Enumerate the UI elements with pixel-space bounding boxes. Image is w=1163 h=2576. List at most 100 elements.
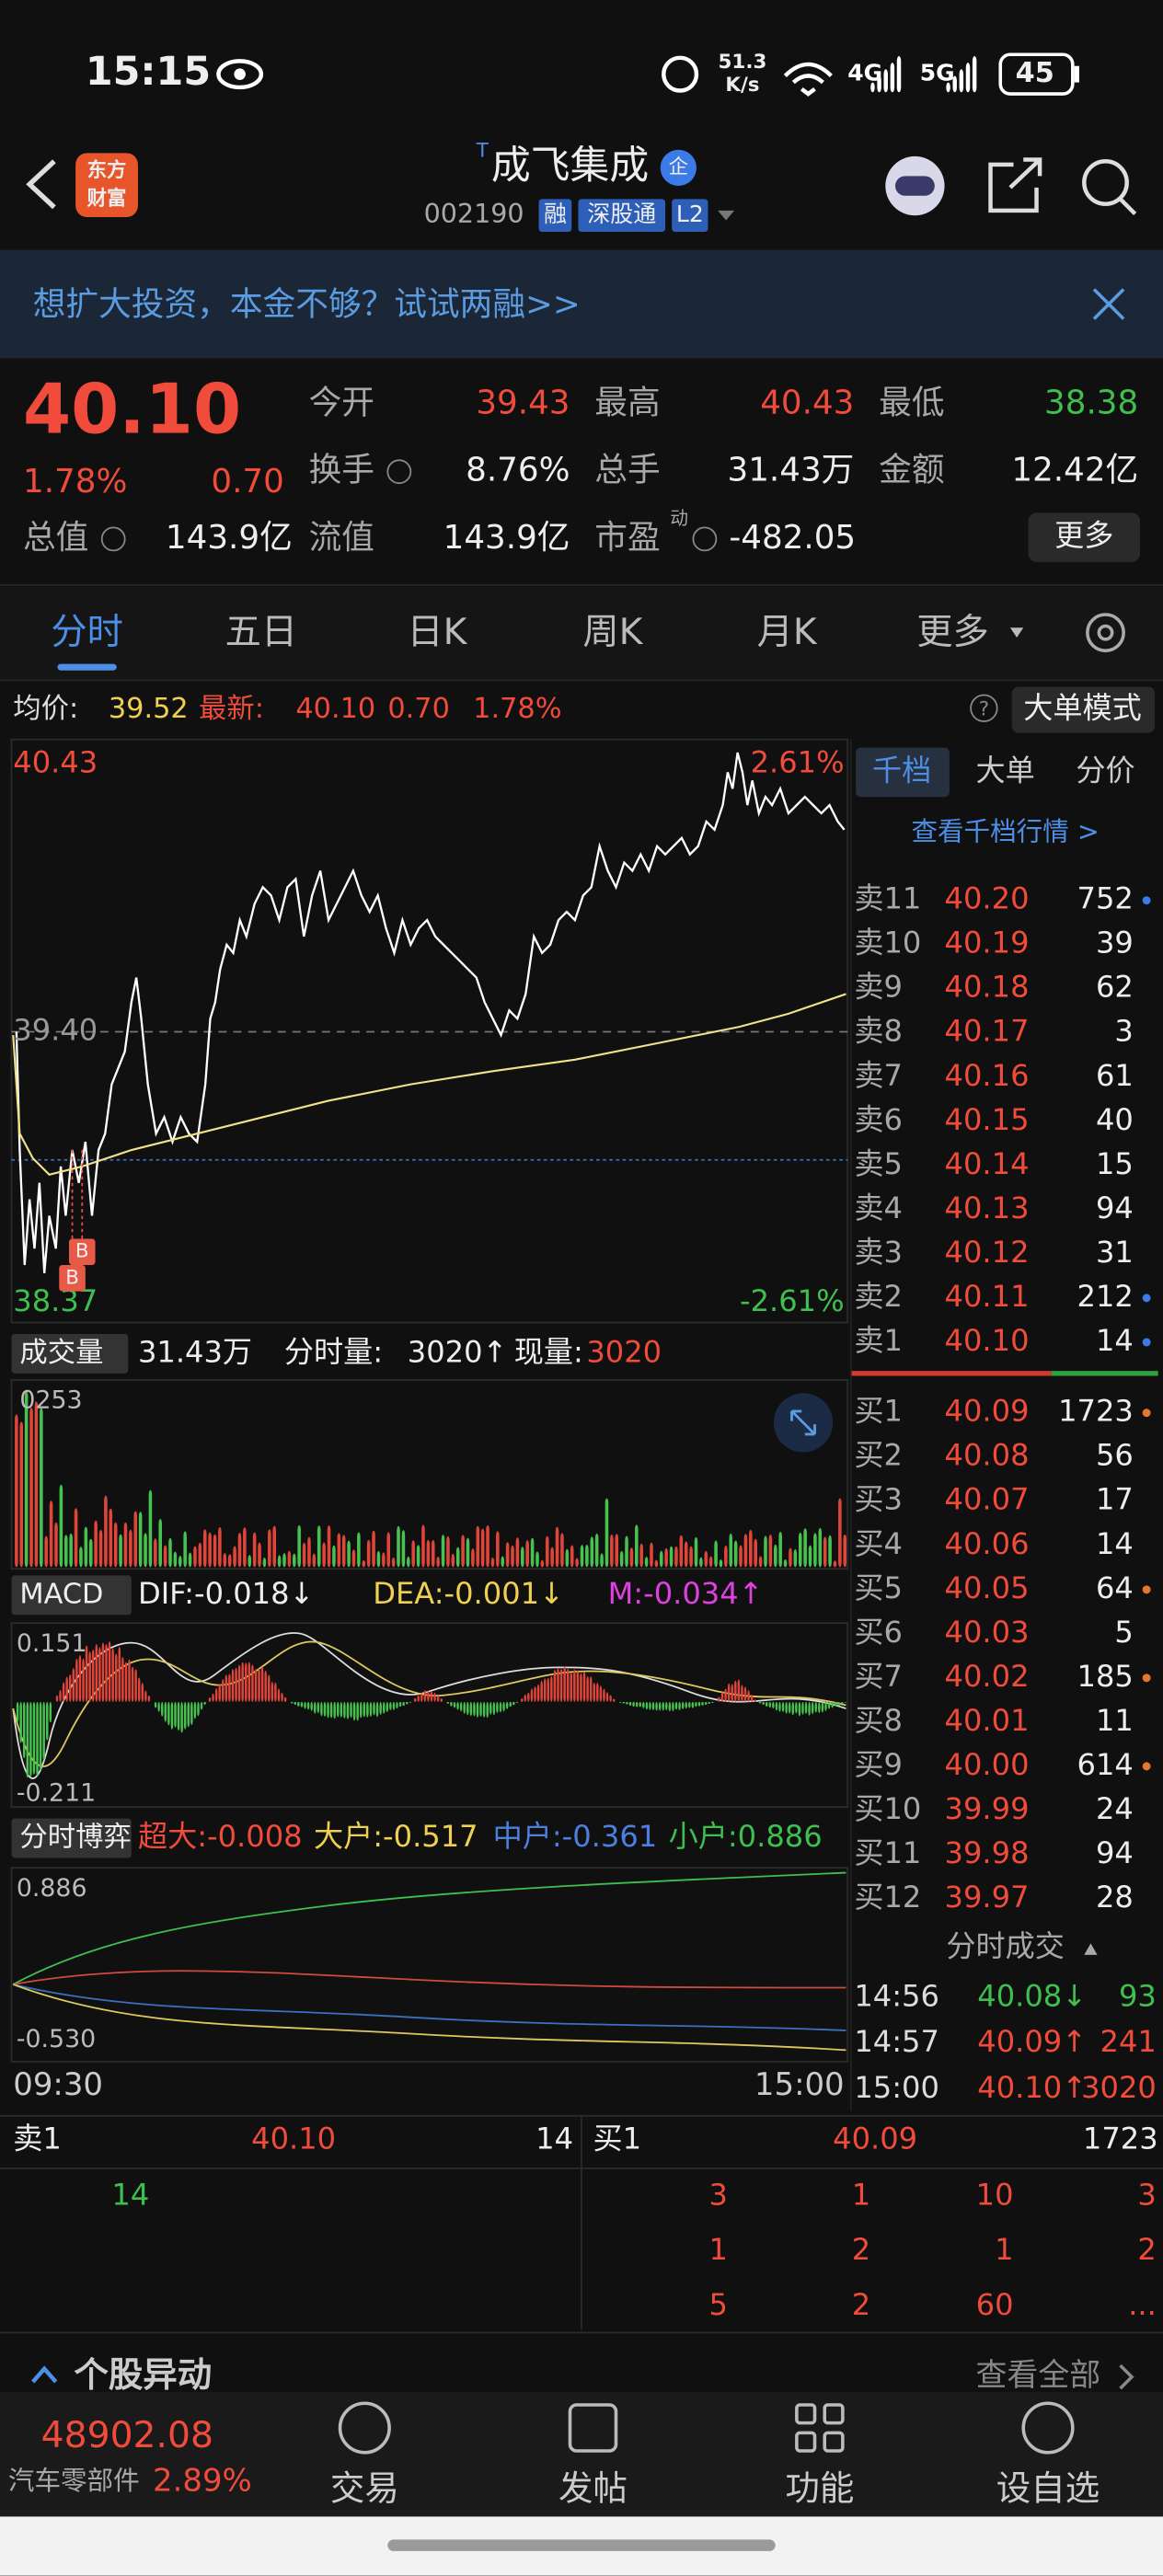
tab[interactable]: 更多 [916,612,989,653]
index-value[interactable]: 48902.08 [41,2415,213,2456]
macd-bar-decor [258,1668,260,1702]
tab[interactable]: 周K [582,612,643,653]
banner-bg[interactable] [0,249,1163,359]
macd-bar-decor [323,1701,327,1718]
func-icon[interactable] [795,2403,845,2453]
trade-marker[interactable] [68,1238,96,1266]
volume-bar-decor [49,1501,53,1568]
macd-bar-decor [515,1701,519,1703]
book-label: 买12 [854,1880,921,1915]
field-label: 市盈 [594,519,660,557]
share-icon[interactable] [988,157,1042,213]
marker-text: B [75,1240,89,1263]
more-button[interactable] [1028,512,1141,562]
volume-total: 31.43万 [138,1334,252,1369]
tab[interactable]: 月K [757,612,818,653]
home-indicator[interactable] [387,2539,776,2551]
nav-item[interactable]: 交易 [330,2467,399,2508]
book-label: 卖10 [854,926,921,960]
volume-bar-decor [798,1532,802,1568]
tab[interactable]: 日K [407,612,467,653]
macd-bar-decor [327,1701,329,1719]
book-qty: 15 [1096,1146,1134,1181]
trade-price: 40.09↑ [977,2024,1087,2059]
macd-dea-decor [12,1640,846,1767]
macd-bar-decor [450,1701,453,1707]
mode-button[interactable] [1011,686,1156,733]
dropdown-icon[interactable] [718,210,735,221]
book-tab-active[interactable] [856,747,950,798]
book-link[interactable]: 查看千档行情 > [911,815,1099,846]
macd-bar-decor [174,1701,177,1728]
trade-time: 14:56 [854,1978,939,2013]
macd-bar-decor [524,1694,527,1702]
watch-icon[interactable] [1021,2401,1075,2455]
macd-bar-decor [405,1701,409,1705]
volume-bar-decor [466,1537,470,1568]
volume-bar-decor [183,1531,187,1568]
post-icon[interactable] [568,2403,618,2453]
macd-bar-decor [369,1701,373,1718]
nav-item[interactable]: 功能 [785,2467,854,2508]
volume-bar-decor [813,1533,817,1568]
volume-bar-decor [312,1553,317,1568]
volume-bar-decor [833,1560,837,1568]
book-tab[interactable]: 千档 [872,753,931,788]
signal-bar [896,56,902,93]
macd-bar-decor [187,1701,190,1728]
dropdown-icon [1009,627,1024,638]
nav-item[interactable]: 设自选 [996,2467,1100,2508]
tab[interactable]: 五日 [225,612,298,653]
back-icon[interactable] [26,159,56,210]
search-icon[interactable] [1082,159,1129,206]
macd-bar-decor [688,1701,691,1708]
volume-bar-decor [828,1535,832,1568]
macd-bar-decor [251,1664,254,1702]
game-line-medium [13,1984,846,2031]
book-qty: 94 [1096,1190,1134,1225]
section-title[interactable]: 个股异动 [74,2354,212,2395]
settings-icon[interactable] [1086,613,1125,653]
volume-bar-decor [258,1542,261,1568]
macd-bar-decor [147,1695,151,1702]
book-tab[interactable]: 分价 [1076,753,1134,788]
indicator-button[interactable] [11,1575,132,1616]
collapse-icon[interactable] [31,2365,58,2384]
book-label: 卖5 [854,1146,903,1181]
macd-bar-decor [459,1701,463,1712]
macd-bar-decor [55,1695,59,1702]
index-change: 2.89% [153,2462,252,2498]
brand-logo[interactable] [75,153,138,217]
macd-bar-decor [737,1679,741,1702]
macd-bar-decor [154,1701,157,1708]
stock-name[interactable]: 成飞集成 [491,143,649,189]
volume-bar-decor [307,1536,311,1568]
indicator-button[interactable] [11,1818,132,1858]
mode-text[interactable]: 大单模式 [1023,691,1142,726]
volume-bar-decor [218,1526,222,1568]
book-qty: 752 [1077,881,1134,916]
book-qty: 3 [1114,1014,1133,1049]
macd-bar-decor [340,1701,343,1718]
trade-icon[interactable] [338,2401,391,2455]
macd-bar-decor [356,1701,359,1721]
indicator-button[interactable] [11,1333,129,1374]
nav-item[interactable]: 发帖 [558,2467,628,2508]
macd-bar-decor [300,1701,304,1708]
trade-marker[interactable] [59,1265,86,1292]
game-small: 小户:0.886 [669,1819,823,1854]
macd-bar-decor [160,1701,164,1717]
book-tab[interactable]: 大单 [975,753,1034,788]
macd-bar-decor [386,1701,389,1713]
banner-text[interactable]: 想扩大投资，本金不够？试试两融>> [33,285,581,323]
book-label: 买4 [854,1526,903,1561]
macd-bar-decor [622,1701,626,1704]
tab[interactable]: 分时 [51,612,123,653]
close-banner[interactable] [1092,288,1125,320]
help-icon[interactable] [970,694,998,722]
section-link[interactable]: 查看全部 [976,2357,1101,2393]
macd-bar-decor [75,1658,78,1702]
more-text[interactable]: 更多 [1054,518,1113,553]
macd-bar-decor [208,1697,212,1702]
macd-bar-decor [108,1641,111,1702]
